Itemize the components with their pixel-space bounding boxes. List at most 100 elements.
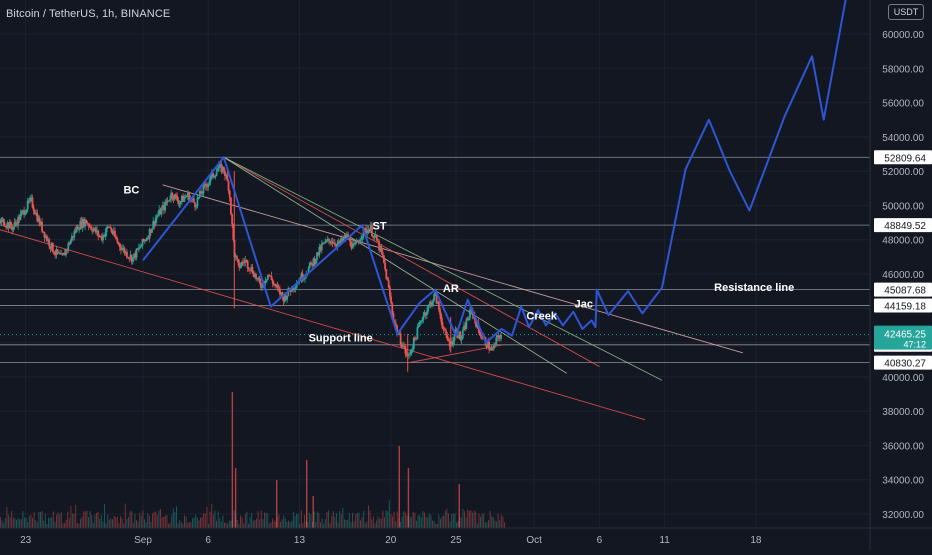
candle-body	[160, 208, 163, 215]
candle-body	[36, 213, 39, 222]
volume-bar	[176, 506, 177, 528]
level-price-box	[874, 150, 932, 165]
candle-body	[410, 350, 413, 354]
volume-bar	[211, 503, 213, 528]
candle-body	[208, 181, 211, 184]
volume-bar	[489, 510, 491, 528]
volume-bar	[177, 523, 179, 528]
candle-body	[127, 257, 130, 259]
annotations-layer: BC ST AR Creek Jac Resistance line Support lin…	[123, 184, 794, 344]
candle-body	[372, 236, 375, 238]
candle-body	[432, 300, 434, 306]
candle-body	[105, 227, 108, 233]
volume-bar	[115, 517, 117, 528]
candle-body	[1, 218, 4, 220]
trend-lines-layer	[0, 156, 743, 421]
volume-bar	[462, 508, 464, 528]
volume-bar	[273, 520, 275, 528]
candle-body	[238, 262, 241, 268]
volume-bar	[331, 515, 333, 528]
candle-body	[66, 249, 69, 251]
volume-bar	[92, 522, 94, 528]
candle-body	[232, 223, 235, 240]
candle-body	[176, 195, 179, 201]
candle-body	[465, 319, 468, 330]
candle-body	[430, 302, 433, 306]
candle-body	[415, 338, 418, 340]
grid-layer	[0, 0, 870, 528]
volume-bar	[36, 522, 38, 528]
candle-body	[481, 336, 483, 339]
time-tick-label: 6	[205, 535, 211, 546]
level-price-label: 40830.27	[884, 359, 926, 370]
volume-bar	[43, 520, 45, 528]
level-price-label: 48849.52	[884, 221, 926, 232]
candle-body	[35, 213, 37, 215]
candle-body	[318, 246, 321, 256]
volume-bar	[296, 513, 297, 528]
volume-bar	[123, 523, 125, 528]
trend-line	[223, 156, 568, 374]
volume-bar	[395, 521, 397, 528]
volume-bar	[182, 523, 184, 528]
candle-body	[269, 275, 272, 277]
candle-body	[60, 253, 63, 255]
candle-body	[48, 239, 51, 247]
time-tick-label: 13	[294, 535, 306, 546]
candle-body	[496, 335, 499, 338]
volume-bar	[419, 514, 421, 528]
volume-bar	[270, 522, 272, 528]
candle-body	[69, 240, 72, 245]
volume-bar	[369, 510, 371, 528]
volume-bar	[353, 521, 355, 528]
candle-body	[44, 235, 47, 238]
volume-bar	[472, 512, 473, 528]
volume-bar	[320, 522, 321, 528]
volume-bar	[1, 520, 3, 528]
volume-bar	[324, 519, 326, 528]
volume-bar	[190, 522, 192, 528]
candle-body	[421, 319, 424, 322]
chart-annotation: BC	[123, 184, 139, 196]
candle-body	[0, 222, 2, 224]
volume-bar	[174, 512, 176, 528]
candle-body	[434, 291, 437, 295]
volume-bar	[307, 522, 309, 528]
volume-bar	[233, 510, 235, 528]
candle-body	[355, 240, 358, 244]
volume-bar	[142, 510, 144, 528]
volume-bar	[294, 515, 296, 528]
volume-bar	[40, 511, 41, 528]
candle-body	[281, 292, 284, 296]
volume-bar	[113, 516, 115, 528]
volume-bar	[145, 522, 147, 528]
candles-layer	[0, 159, 502, 372]
price-axis-layer: 32000.00 34000.00 36000.00 38000.00 40000.00…	[869, 0, 932, 550]
current-price-label: 42465.25	[884, 330, 926, 341]
volume-bar	[302, 523, 304, 528]
candle-body	[467, 318, 470, 321]
candle-body	[136, 248, 139, 250]
candle-body	[80, 221, 83, 228]
time-tick-label: 23	[20, 535, 32, 546]
volume-bar	[416, 520, 417, 528]
volume-bar	[104, 504, 105, 528]
currency-badge[interactable]: USDT	[888, 4, 924, 20]
candle-body	[169, 199, 171, 201]
volume-bar	[332, 511, 334, 528]
candle-body	[26, 200, 29, 210]
candle-body	[448, 341, 451, 347]
candle-body	[257, 277, 260, 279]
candle-body	[385, 269, 388, 280]
price-tick-label: 36000.00	[882, 441, 924, 452]
volume-bar	[299, 523, 301, 528]
candle-body	[275, 285, 278, 287]
candle-body	[72, 236, 75, 238]
candle-body	[441, 322, 444, 329]
candle-body	[252, 273, 255, 277]
candle-body	[131, 257, 134, 263]
candle-body	[63, 252, 66, 256]
volume-bar	[108, 519, 110, 528]
